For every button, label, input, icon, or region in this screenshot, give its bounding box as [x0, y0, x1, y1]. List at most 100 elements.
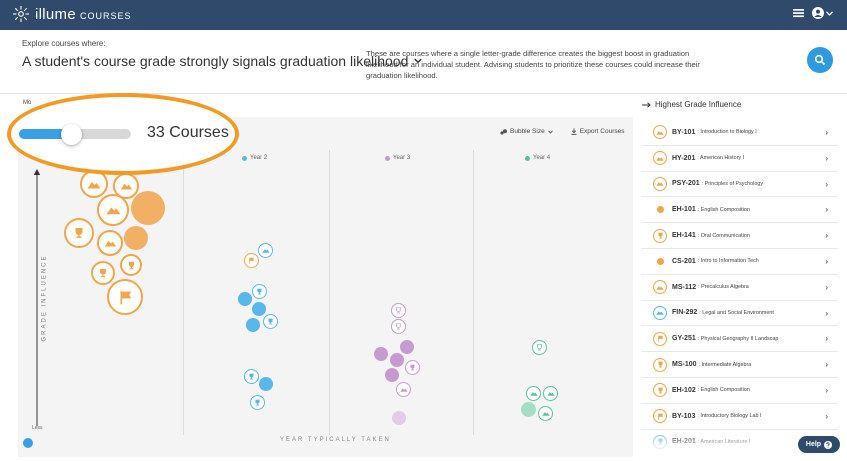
course-bubble[interactable]: [521, 402, 536, 417]
course-bubble[interactable]: [91, 261, 115, 285]
course-list-item[interactable]: MS-112: Precalculus Algebra ›: [641, 275, 838, 301]
course-list-item[interactable]: EH-101: English Composition ›: [641, 197, 838, 224]
chevron-right-icon: ›: [825, 231, 828, 241]
course-bubble[interactable]: [246, 318, 260, 332]
course-bubble[interactable]: [120, 254, 142, 276]
course-bubble[interactable]: [252, 284, 267, 299]
course-bubble[interactable]: [400, 340, 414, 354]
y-axis-arrow: [33, 169, 41, 426]
course-bubble[interactable]: [258, 243, 273, 258]
course-bubble[interactable]: [543, 386, 558, 401]
course-count-label: 33 Courses: [147, 124, 229, 141]
app-logo[interactable]: illume COURSES: [12, 5, 132, 23]
course-bubble[interactable]: [392, 411, 406, 425]
top-nav-bar: illume COURSES: [0, 0, 847, 30]
course-code: HY-201: [672, 154, 696, 162]
course-name: : Intermediate Algebra: [698, 361, 752, 368]
help-button[interactable]: Help: [798, 436, 840, 453]
course-bubble[interactable]: [374, 347, 388, 361]
trophy-icon: [268, 318, 273, 325]
course-list-item[interactable]: BY-101: Introduction to Biology I ›: [641, 120, 838, 146]
course-code: BY-103: [672, 412, 696, 420]
trophy-icon: [257, 288, 262, 295]
info-icon[interactable]: [23, 438, 33, 448]
x-axis-title: YEAR TYPICALLY TAKEN: [280, 437, 391, 443]
course-code: CS-201: [672, 257, 696, 265]
course-bubble[interactable]: [80, 170, 108, 198]
course-bubble[interactable]: [131, 191, 165, 225]
course-list-item[interactable]: BY-103: Introductory Biology Lab I ›: [641, 404, 838, 430]
course-name: : Intro to Information Tech: [697, 258, 759, 265]
course-bubble[interactable]: [107, 279, 143, 315]
mountain-icon: [104, 240, 116, 247]
course-list-item[interactable]: CS-201: Intro to Information Tech ›: [641, 249, 838, 275]
user-avatar-icon: [812, 7, 824, 19]
course-name: : Precalculus Algebra: [698, 284, 749, 291]
course-bubble[interactable]: [244, 253, 259, 268]
course-bubble[interactable]: [538, 406, 553, 421]
section-divider: [0, 93, 847, 94]
query-text: A student's course grade strongly signal…: [22, 53, 409, 69]
course-code: PSY-201: [672, 180, 700, 188]
export-courses-button[interactable]: Export Courses: [571, 128, 625, 135]
chevron-right-icon: ›: [825, 205, 828, 215]
course-bubble[interactable]: [385, 368, 399, 382]
trophy-icon: [100, 268, 106, 278]
brand-name: illume: [35, 5, 76, 23]
chevron-right-icon: ›: [825, 153, 828, 163]
bubble-size-dropdown[interactable]: Bubble Size: [500, 128, 553, 135]
chevron-right-icon: ›: [825, 256, 828, 266]
query-dropdown[interactable]: A student's course grade strongly signal…: [22, 53, 423, 69]
chevron-down-icon: [414, 58, 423, 64]
mountain-icon: [529, 392, 538, 396]
course-list-item[interactable]: EH-141: Oral Communication ›: [641, 223, 838, 249]
course-list: BY-101: Introduction to Biology I › HY-201…: [641, 120, 838, 450]
course-bubble[interactable]: [64, 218, 94, 248]
course-bubble[interactable]: [244, 369, 259, 384]
course-bubble[interactable]: [97, 230, 123, 256]
course-list-item[interactable]: PSY-201: Principles of Psychology ›: [641, 172, 838, 198]
mountain-icon: [120, 183, 132, 190]
course-name: : Oral Communication: [697, 232, 750, 239]
course-bubble[interactable]: [532, 340, 547, 355]
course-bubble[interactable]: [259, 377, 273, 391]
course-bubble[interactable]: [526, 386, 541, 401]
course-count-slider-thumb[interactable]: [61, 124, 82, 145]
mountain-icon: [653, 280, 667, 295]
course-bubble[interactable]: [263, 314, 278, 329]
menu-icon[interactable]: [793, 8, 804, 18]
flag-icon: [249, 257, 255, 264]
panel-title: Highest Grade Influence: [642, 100, 741, 109]
course-list-item[interactable]: EH-102: English Composition ›: [641, 378, 838, 404]
year-divider-line: [473, 150, 474, 435]
mountain-icon: [87, 181, 101, 188]
sunburst-logo-icon: [13, 6, 29, 22]
mountain-icon: [106, 207, 120, 215]
course-list-item[interactable]: HY-201: American History I ›: [641, 146, 838, 172]
course-bubble[interactable]: [250, 395, 265, 410]
course-bubble[interactable]: [396, 382, 411, 397]
course-bubble[interactable]: [124, 226, 148, 250]
course-bubble[interactable]: [391, 303, 406, 318]
user-menu[interactable]: [812, 7, 833, 19]
mountain-icon: [399, 388, 408, 392]
mountain-icon: [653, 151, 667, 166]
course-list-item[interactable]: MS-100: Intermediate Algebra ›: [641, 352, 838, 378]
course-name: : Principles of Psychology: [701, 180, 764, 187]
course-list-item[interactable]: GY-251: Physical Geography II Landscap ›: [641, 326, 838, 353]
search-button[interactable]: [807, 47, 833, 73]
course-bubble[interactable]: [97, 194, 129, 226]
course-code: FIN-292: [672, 309, 698, 317]
course-bubble[interactable]: [391, 319, 406, 334]
course-list-item[interactable]: FIN-292: Legal and Social Environment ›: [641, 301, 838, 327]
question-circle-icon: [824, 440, 833, 449]
chevron-right-icon: ›: [825, 282, 828, 292]
course-bubble[interactable]: [405, 360, 420, 375]
trophy-icon: [410, 364, 415, 371]
trophy-icon: [396, 307, 401, 314]
course-bubble[interactable]: [390, 353, 404, 367]
mountain-icon: [653, 125, 667, 140]
course-bubble[interactable]: [238, 292, 252, 306]
year-4-label: Year 4: [525, 155, 550, 161]
course-bubble[interactable]: [252, 302, 266, 316]
